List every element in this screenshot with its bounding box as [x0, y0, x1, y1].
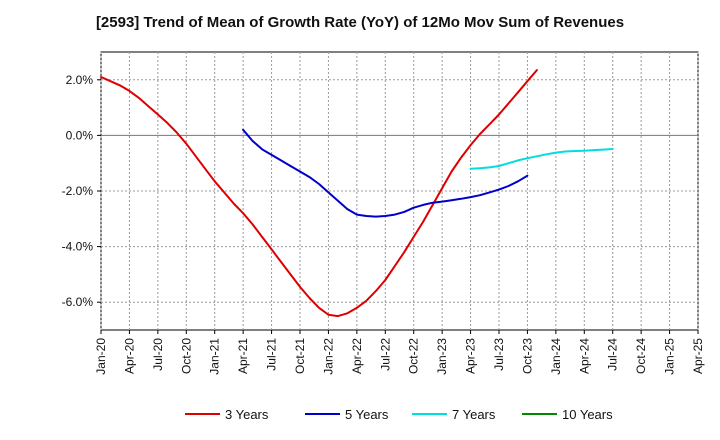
y-tick-label: 0.0%: [66, 128, 94, 142]
x-tick-label: Jul-24: [606, 338, 620, 371]
x-tick-label: Jan-21: [208, 338, 222, 375]
legend-label: 10 Years: [562, 407, 613, 422]
x-tick-label: Apr-23: [464, 338, 478, 374]
x-tick-label: Oct-23: [520, 338, 534, 374]
y-tick-label: -4.0%: [62, 240, 94, 254]
x-tick-label: Jan-22: [321, 338, 335, 375]
y-tick-label: -2.0%: [62, 184, 94, 198]
x-tick-label: Apr-24: [577, 338, 591, 374]
y-axis-ticks: 2.0% 0.0% -2.0% -4.0% -6.0%: [62, 73, 101, 309]
series-lines: [100, 69, 614, 318]
series-line-7-years: [469, 148, 614, 170]
x-tick-label: Jan-24: [549, 338, 563, 375]
x-tick-label: Jan-23: [435, 338, 449, 375]
x-tick-label: Apr-25: [691, 338, 705, 374]
x-axis-ticks: Jan-20 Apr-20 Jul-20 Oct-20 Jan-21 Apr-21 Jul-…: [94, 330, 705, 375]
x-tick-label: Jul-22: [378, 338, 392, 371]
x-tick-label: Apr-21: [236, 338, 250, 374]
chart-title: [2593] Trend of Mean of Growth Rate (YoY…: [95, 14, 625, 31]
y-tick-label: -6.0%: [62, 295, 94, 309]
legend-label: 5 Years: [345, 407, 389, 422]
series-line-3-years: [100, 69, 538, 318]
grid-lines: [100, 52, 699, 330]
x-tick-label: Jul-23: [492, 338, 506, 371]
x-tick-label: Jul-20: [151, 338, 165, 371]
legend-label: 7 Years: [452, 407, 496, 422]
legend: 3 Years 5 Years 7 Years 10 Years: [185, 407, 613, 422]
y-tick-label: 2.0%: [66, 73, 94, 87]
legend-label: 3 Years: [225, 407, 269, 422]
x-tick-label: Jul-21: [265, 338, 279, 371]
x-tick-label: Oct-21: [293, 338, 307, 374]
x-tick-label: Jan-25: [663, 338, 677, 375]
x-tick-label: Oct-24: [634, 338, 648, 374]
x-tick-label: Apr-20: [122, 338, 136, 374]
x-tick-label: Oct-20: [179, 338, 193, 374]
x-tick-label: Jan-20: [94, 338, 108, 375]
x-tick-label: Oct-22: [407, 338, 421, 374]
series-line-5-years: [242, 128, 529, 218]
x-tick-label: Apr-22: [350, 338, 364, 374]
